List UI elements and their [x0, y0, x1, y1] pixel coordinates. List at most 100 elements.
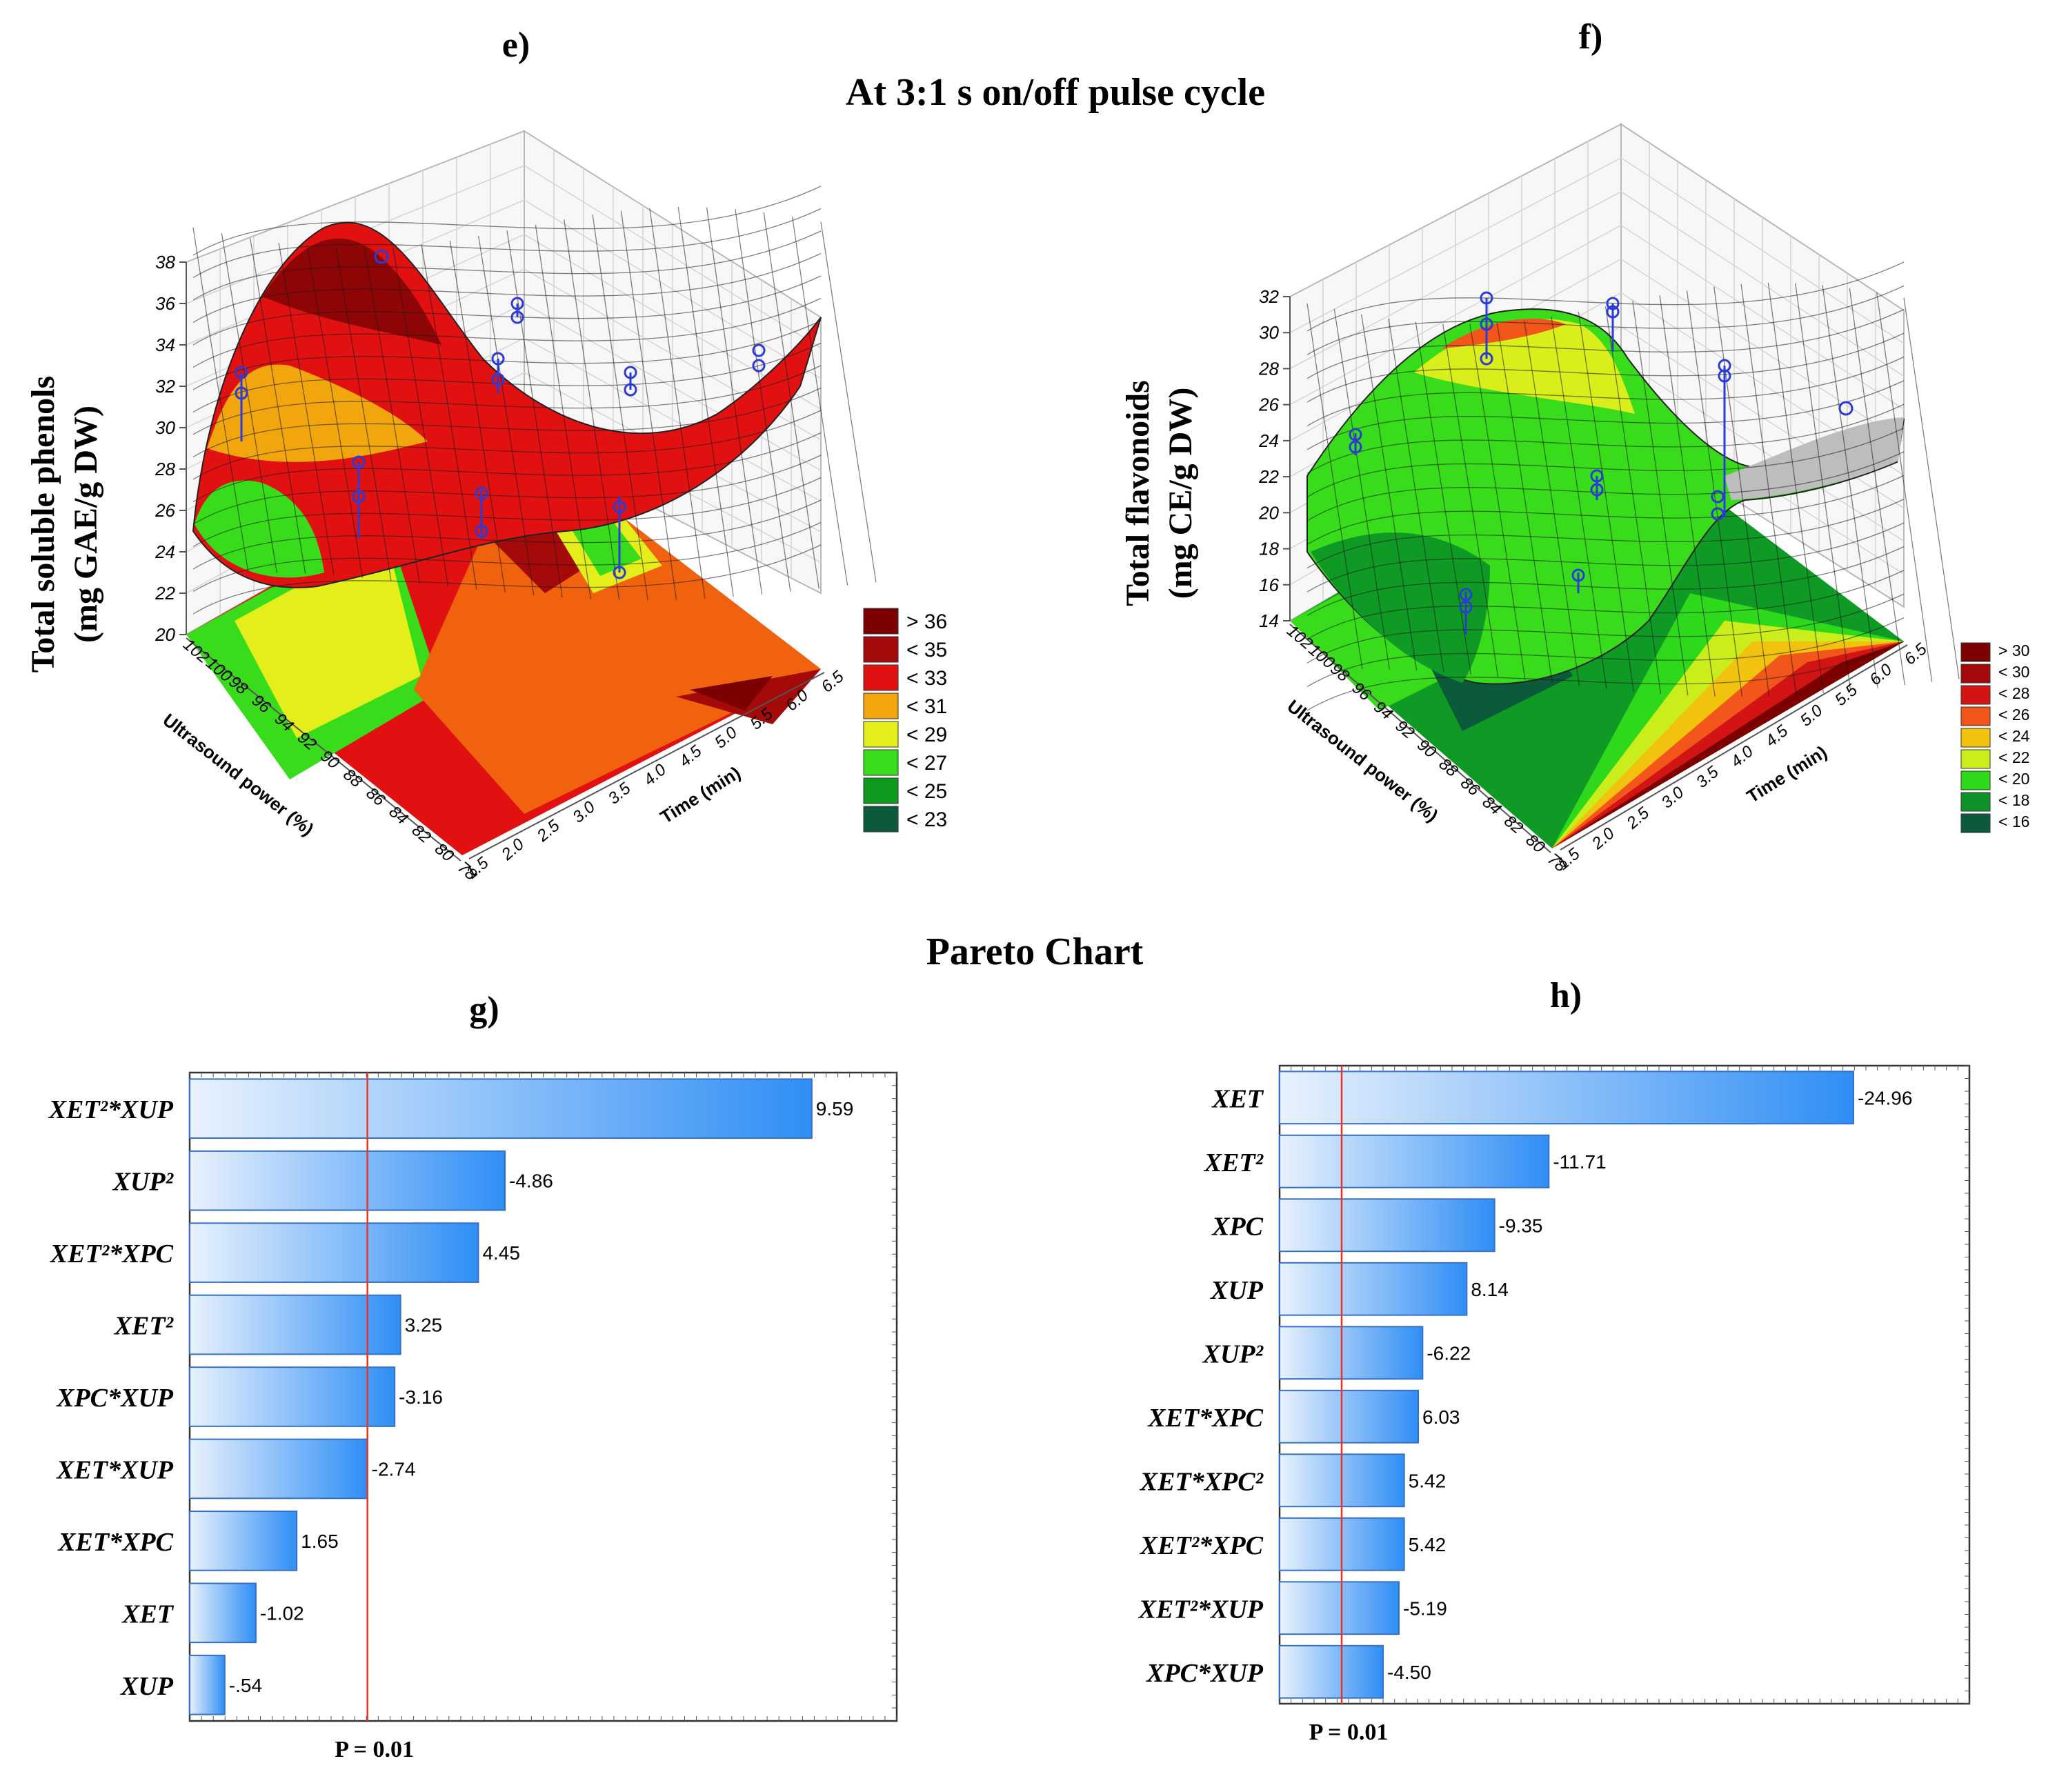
main-title: At 3:1 s on/off pulse cycle [846, 71, 1265, 114]
pareto-bar [1279, 1262, 1468, 1316]
mesh-line [364, 248, 420, 584]
bar-value-label: 9.59 [816, 1098, 854, 1119]
legend-swatch [1960, 664, 1991, 684]
legend-swatch [863, 664, 899, 691]
y-tick-label: 2.0 [1588, 824, 1618, 853]
mesh-line [192, 387, 822, 458]
term-label: XET*XUP [56, 1455, 174, 1484]
term-label: XET*XPC [1147, 1404, 1263, 1433]
mesh-line [192, 275, 822, 346]
z-tick-label: 36 [155, 293, 175, 314]
surface-e-legend: > 36 < 35 < 33 < 31 < 29 < 27 < 25 < 23 [863, 608, 947, 833]
mesh-line [1306, 261, 1905, 332]
mesh-line [820, 221, 877, 583]
mesh-line [1795, 283, 1851, 691]
legend-swatch [1960, 706, 1991, 726]
bar-value-label: 5.42 [1409, 1470, 1446, 1491]
bar-value-label: -11.71 [1553, 1151, 1606, 1173]
y-tick-label: 3.0 [1658, 783, 1687, 813]
term-label: XET*XPC [57, 1528, 173, 1557]
surface-e-zlabel-line1: Total soluble phenols [25, 376, 61, 673]
surface-f-ylabel: Time (min) [1743, 741, 1831, 807]
legend-label: < 22 [1998, 748, 2029, 766]
mesh-line [1306, 380, 1905, 450]
legend-label: < 23 [906, 808, 947, 831]
y-tick-label: 3.5 [1693, 762, 1722, 792]
pareto-chart-g: 9.59 XET²*XUP -4.86 XUP² 4.45 XET²*XPC 3.25 XET… [48, 1071, 898, 1762]
mesh-line [535, 224, 592, 599]
z-tick-label: 30 [155, 417, 175, 438]
mesh-line [1306, 475, 1905, 545]
z-tick-label: 14 [1259, 610, 1279, 631]
surface-e-ylabel: Time (min) [657, 762, 744, 828]
bar-value-label: 4.45 [482, 1242, 520, 1264]
mesh-line [192, 521, 822, 593]
legend-label: < 18 [1998, 791, 2029, 809]
mesh-line [1306, 522, 1905, 593]
bar-value-label: -4.50 [1387, 1662, 1431, 1683]
z-tick-label: 20 [155, 624, 175, 645]
term-label: XET [121, 1600, 175, 1629]
significance-label: P = 0.01 [1309, 1720, 1389, 1745]
y-tick-label: 6.0 [1866, 660, 1896, 690]
pareto-bar [1279, 1581, 1400, 1635]
z-tick-label: 28 [1258, 358, 1279, 379]
y-tick-label: 4.0 [640, 760, 670, 790]
pareto-bar [189, 1366, 396, 1427]
legend-swatch [863, 749, 899, 776]
mesh-line [1604, 306, 1662, 695]
z-tick-label: 32 [1259, 286, 1279, 307]
y-axis [468, 672, 825, 859]
legend-swatch [1960, 792, 1991, 812]
legend-label: < 30 [1998, 663, 2029, 681]
mesh-line [1496, 323, 1553, 684]
pareto-bar [189, 1654, 226, 1715]
legend-swatch [863, 777, 899, 804]
significance-label: P = 0.01 [335, 1737, 414, 1762]
bar-value-label: 8.14 [1471, 1279, 1509, 1300]
bar-value-label: -9.35 [1499, 1215, 1543, 1236]
mesh-line [677, 206, 734, 597]
bar-value-label: -24.96 [1858, 1087, 1912, 1108]
legend-swatch [863, 806, 899, 833]
pareto-bar [1279, 1644, 1384, 1699]
mesh-line [506, 230, 563, 598]
y-tick-label: 4.0 [1727, 742, 1757, 772]
pareto-bar [1279, 1389, 1419, 1444]
legend-swatch [1960, 770, 1991, 790]
mesh-line [1551, 316, 1607, 690]
mesh-line [1306, 309, 1905, 379]
mesh-line [1306, 332, 1905, 403]
term-label: XUP [1210, 1276, 1264, 1305]
mesh-line [1333, 308, 1390, 670]
legend-swatch [1960, 813, 1991, 833]
z-tick-label: 18 [1259, 539, 1279, 559]
mesh-line [449, 240, 506, 593]
mesh-line [1388, 318, 1444, 673]
mesh-line [192, 432, 822, 503]
z-tick-label: 24 [1258, 430, 1279, 451]
surface-e-band-orange [207, 364, 428, 462]
mesh-line [192, 342, 822, 413]
mesh-line [1903, 297, 1960, 679]
bar-value-label: 3.25 [405, 1315, 443, 1336]
legend-swatch [863, 693, 899, 719]
mesh-line [477, 235, 535, 596]
legend-swatch [1960, 685, 1991, 705]
bar-value-label: -.54 [229, 1675, 262, 1696]
mesh-line [192, 365, 822, 435]
mesh-line [1578, 311, 1634, 692]
mesh-line [1306, 303, 1363, 670]
legend-swatch [1960, 642, 1991, 662]
mesh-line [1306, 641, 1905, 711]
legend-swatch [863, 608, 899, 635]
legend-label: < 33 [906, 667, 947, 690]
bar-value-label: -1.02 [260, 1602, 304, 1624]
legend-swatch [863, 636, 899, 663]
surface-plot-e: 2022242628303234363810210098969492908886… [25, 130, 947, 884]
mesh-line [1306, 570, 1905, 640]
mesh-line [278, 242, 335, 576]
pareto-title: Pareto Chart [926, 930, 1144, 973]
bar-value-label: -2.74 [372, 1458, 416, 1480]
